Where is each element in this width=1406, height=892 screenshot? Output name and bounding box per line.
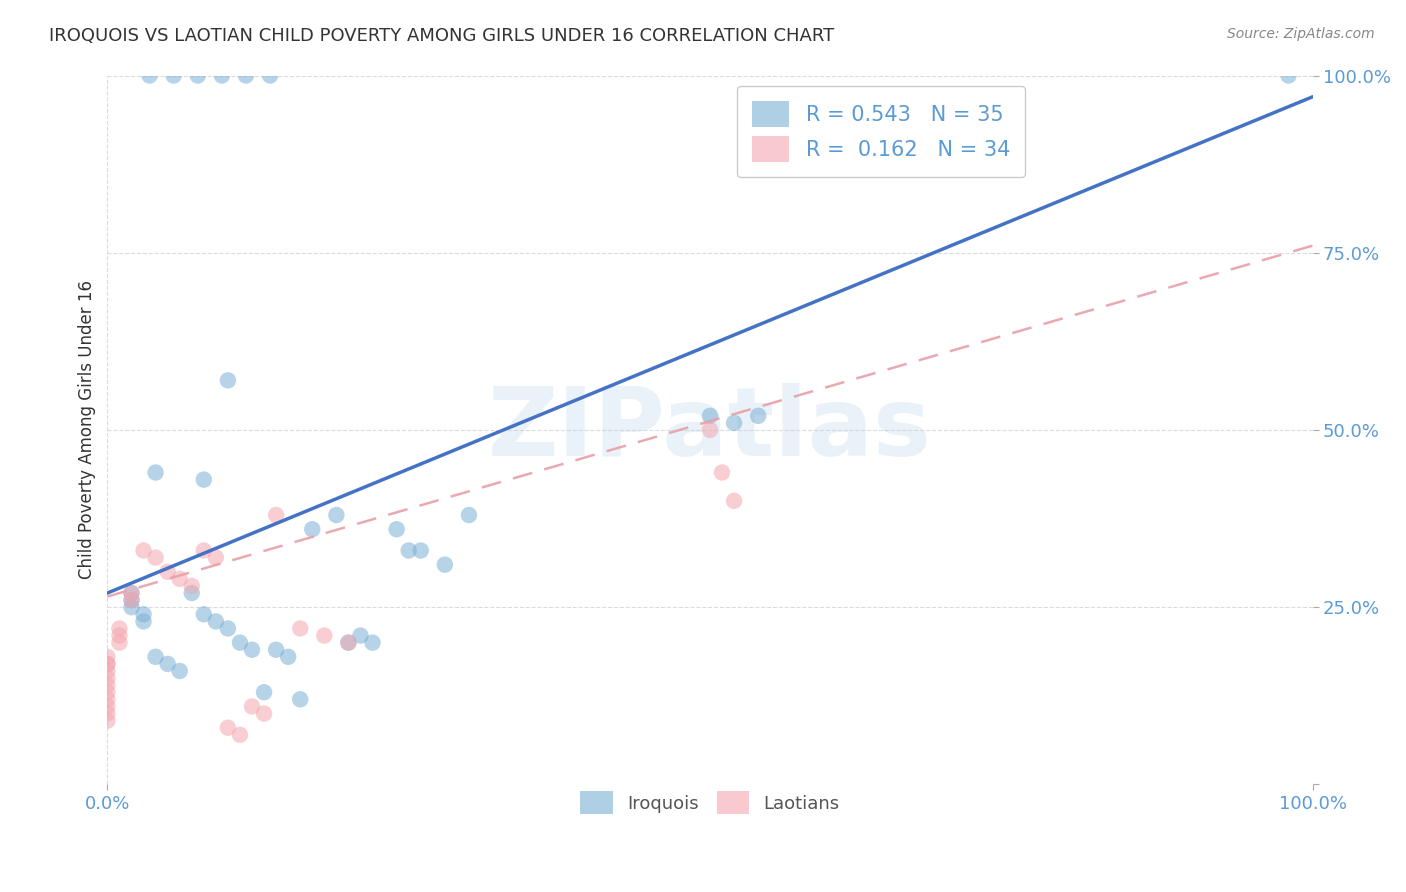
Point	[361, 635, 384, 649]
Point	[314, 629, 336, 643]
Point	[145, 550, 167, 565]
Point	[217, 622, 239, 636]
Point	[187, 69, 209, 83]
Point	[96, 671, 118, 685]
Point	[747, 409, 769, 423]
Point	[121, 586, 143, 600]
Point	[240, 642, 263, 657]
Point	[217, 373, 239, 387]
Point	[723, 494, 745, 508]
Point	[163, 69, 186, 83]
Point	[121, 600, 143, 615]
Text: Source: ZipAtlas.com: Source: ZipAtlas.com	[1227, 27, 1375, 41]
Point	[325, 508, 347, 522]
Point	[108, 635, 131, 649]
Point	[132, 615, 155, 629]
Point	[193, 473, 215, 487]
Point	[433, 558, 456, 572]
Point	[1277, 69, 1299, 83]
Point	[301, 522, 323, 536]
Point	[169, 572, 191, 586]
Point	[96, 664, 118, 678]
Point	[290, 692, 312, 706]
Point	[253, 706, 276, 721]
Point	[337, 635, 360, 649]
Point	[723, 416, 745, 430]
Point	[229, 728, 252, 742]
Point	[211, 69, 233, 83]
Point	[337, 635, 360, 649]
Point	[169, 664, 191, 678]
Point	[96, 657, 118, 671]
Point	[96, 657, 118, 671]
Point	[121, 586, 143, 600]
Point	[349, 629, 371, 643]
Point	[235, 69, 257, 83]
Point	[217, 721, 239, 735]
Point	[138, 69, 160, 83]
Point	[277, 649, 299, 664]
Point	[108, 622, 131, 636]
Point	[699, 409, 721, 423]
Point	[193, 543, 215, 558]
Point	[193, 607, 215, 622]
Point	[96, 692, 118, 706]
Point	[156, 565, 179, 579]
Text: ZIPatlas: ZIPatlas	[488, 384, 932, 476]
Point	[96, 714, 118, 728]
Point	[180, 586, 202, 600]
Point	[96, 685, 118, 699]
Point	[240, 699, 263, 714]
Legend: Iroquois, Laotians: Iroquois, Laotians	[569, 780, 851, 825]
Point	[108, 629, 131, 643]
Point	[180, 579, 202, 593]
Point	[96, 678, 118, 692]
Point	[229, 635, 252, 649]
Point	[458, 508, 481, 522]
Point	[711, 466, 734, 480]
Point	[290, 622, 312, 636]
Point	[96, 699, 118, 714]
Point	[145, 649, 167, 664]
Text: IROQUOIS VS LAOTIAN CHILD POVERTY AMONG GIRLS UNDER 16 CORRELATION CHART: IROQUOIS VS LAOTIAN CHILD POVERTY AMONG …	[49, 27, 834, 45]
Point	[132, 543, 155, 558]
Point	[145, 466, 167, 480]
Point	[205, 615, 228, 629]
Point	[259, 69, 281, 83]
Point	[205, 550, 228, 565]
Point	[96, 706, 118, 721]
Point	[132, 607, 155, 622]
Point	[253, 685, 276, 699]
Point	[699, 423, 721, 437]
Y-axis label: Child Poverty Among Girls Under 16: Child Poverty Among Girls Under 16	[79, 280, 96, 580]
Point	[409, 543, 432, 558]
Point	[121, 593, 143, 607]
Point	[385, 522, 408, 536]
Point	[156, 657, 179, 671]
Point	[398, 543, 420, 558]
Point	[264, 508, 287, 522]
Point	[121, 593, 143, 607]
Point	[96, 649, 118, 664]
Point	[264, 642, 287, 657]
